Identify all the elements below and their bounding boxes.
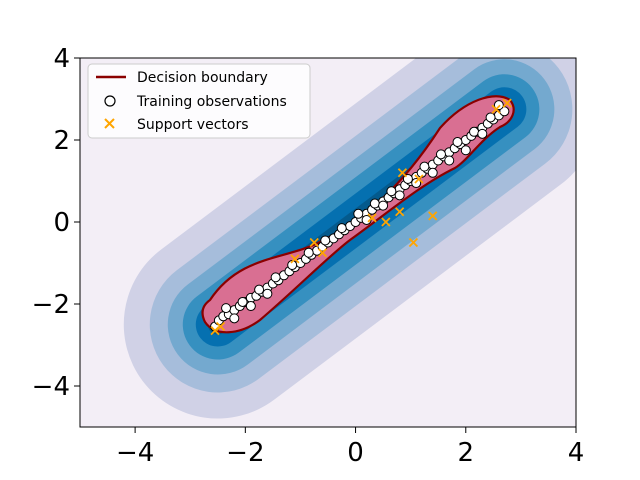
x-tick-label: −4 [116, 438, 154, 468]
support-vector-marker [395, 207, 405, 217]
training-observation-point [386, 186, 397, 197]
y-axis-ticks: −4 −2 0 2 4 [32, 44, 80, 402]
y-tick-label: −2 [32, 290, 70, 320]
legend-label-observations: Training observations [136, 94, 287, 110]
training-observation-point [485, 112, 496, 123]
x-tick-label: −2 [226, 438, 264, 468]
y-tick-label: 2 [53, 126, 70, 156]
training-observation-point [270, 272, 281, 283]
y-tick-label: −4 [32, 372, 70, 402]
training-observation-point [469, 126, 480, 137]
training-observation-point [262, 288, 273, 299]
x-tick-label: 4 [568, 438, 585, 468]
support-vector-marker [317, 248, 328, 258]
training-observation-point [369, 198, 380, 209]
support-vector-marker [290, 254, 300, 264]
training-observation-point [237, 296, 248, 307]
training-observation-point [493, 100, 504, 111]
training-observation-point [245, 301, 256, 312]
x-tick-label: 2 [458, 438, 475, 468]
support-vector-marker [381, 217, 391, 227]
support-vectors [210, 98, 512, 336]
plot-frame [79, 57, 577, 428]
training-observation-point [336, 223, 347, 234]
training-observation-point [460, 145, 471, 156]
training-observation-point [353, 208, 364, 219]
training-observation-point [254, 284, 265, 295]
plot-area [80, 58, 576, 427]
legend-box [87, 63, 311, 139]
legend-label-boundary: Decision boundary [137, 70, 268, 86]
x-axis-ticks: −4 −2 0 2 4 [116, 427, 584, 468]
support-vector-marker [502, 98, 512, 108]
support-vector-marker [367, 213, 377, 223]
support-vector-marker [408, 237, 419, 248]
x-tick-label: 0 [347, 438, 364, 468]
training-observation-point [419, 161, 430, 172]
support-vector-marker [397, 168, 408, 178]
legend-observation-swatch [104, 95, 116, 107]
training-observation-point [427, 167, 438, 178]
training-observation-point [221, 303, 232, 314]
training-observation-point [394, 190, 405, 201]
support-vector-marker [309, 237, 319, 248]
training-observation-point [303, 247, 314, 258]
training-observation-point [320, 235, 331, 246]
training-observation-point [411, 178, 422, 189]
training-observation-point [444, 155, 455, 166]
support-vector-marker [491, 104, 501, 114]
y-tick-label: 0 [53, 208, 70, 238]
training-observation-point [477, 128, 488, 139]
support-vector-marker [210, 326, 220, 336]
support-vector-marker [428, 211, 438, 221]
legend: Decision boundary Training observations … [87, 63, 311, 139]
y-tick-label: 4 [53, 44, 70, 74]
training-observation-point [229, 313, 240, 324]
support-vector-marker [414, 174, 424, 184]
training-observation-point [435, 149, 446, 160]
legend-label-support-vectors: Support vectors [137, 117, 249, 133]
training-observation-point [452, 137, 463, 148]
support-vector-marker [215, 321, 226, 332]
training-observation-point [378, 200, 389, 211]
legend-support-vector-swatch [104, 118, 115, 129]
